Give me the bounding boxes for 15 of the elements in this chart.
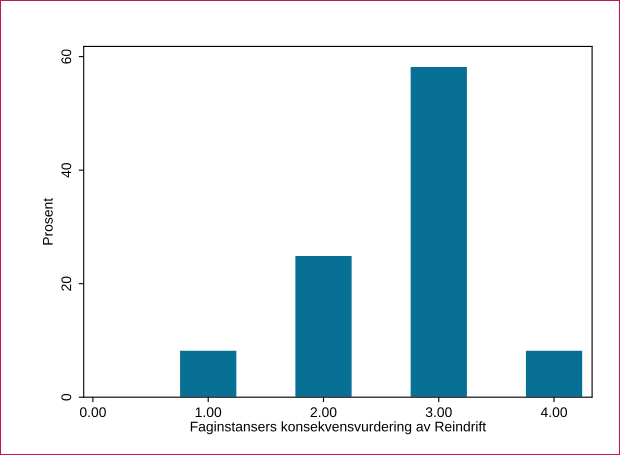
bar [294,254,354,398]
x-tick-label: 3.00 [426,407,452,418]
x-tick-label: 4.00 [540,407,568,418]
y-tick-label: 0 [61,394,72,401]
bar [409,66,468,398]
y-tick-label: 40 [61,162,72,178]
y-tick-label: 60 [61,49,72,64]
x-axis-title: Faginstansers konsekvensvurdering av Reindrift [190,421,486,434]
y-axis-title: Prosent [43,198,53,245]
x-tick-label: 0.00 [80,407,106,418]
bar [178,349,238,398]
y-tick-label: 20 [61,276,72,291]
x-tick-label: 2.00 [310,407,336,418]
x-tick-label: 1.00 [196,407,222,418]
bar [524,349,584,398]
